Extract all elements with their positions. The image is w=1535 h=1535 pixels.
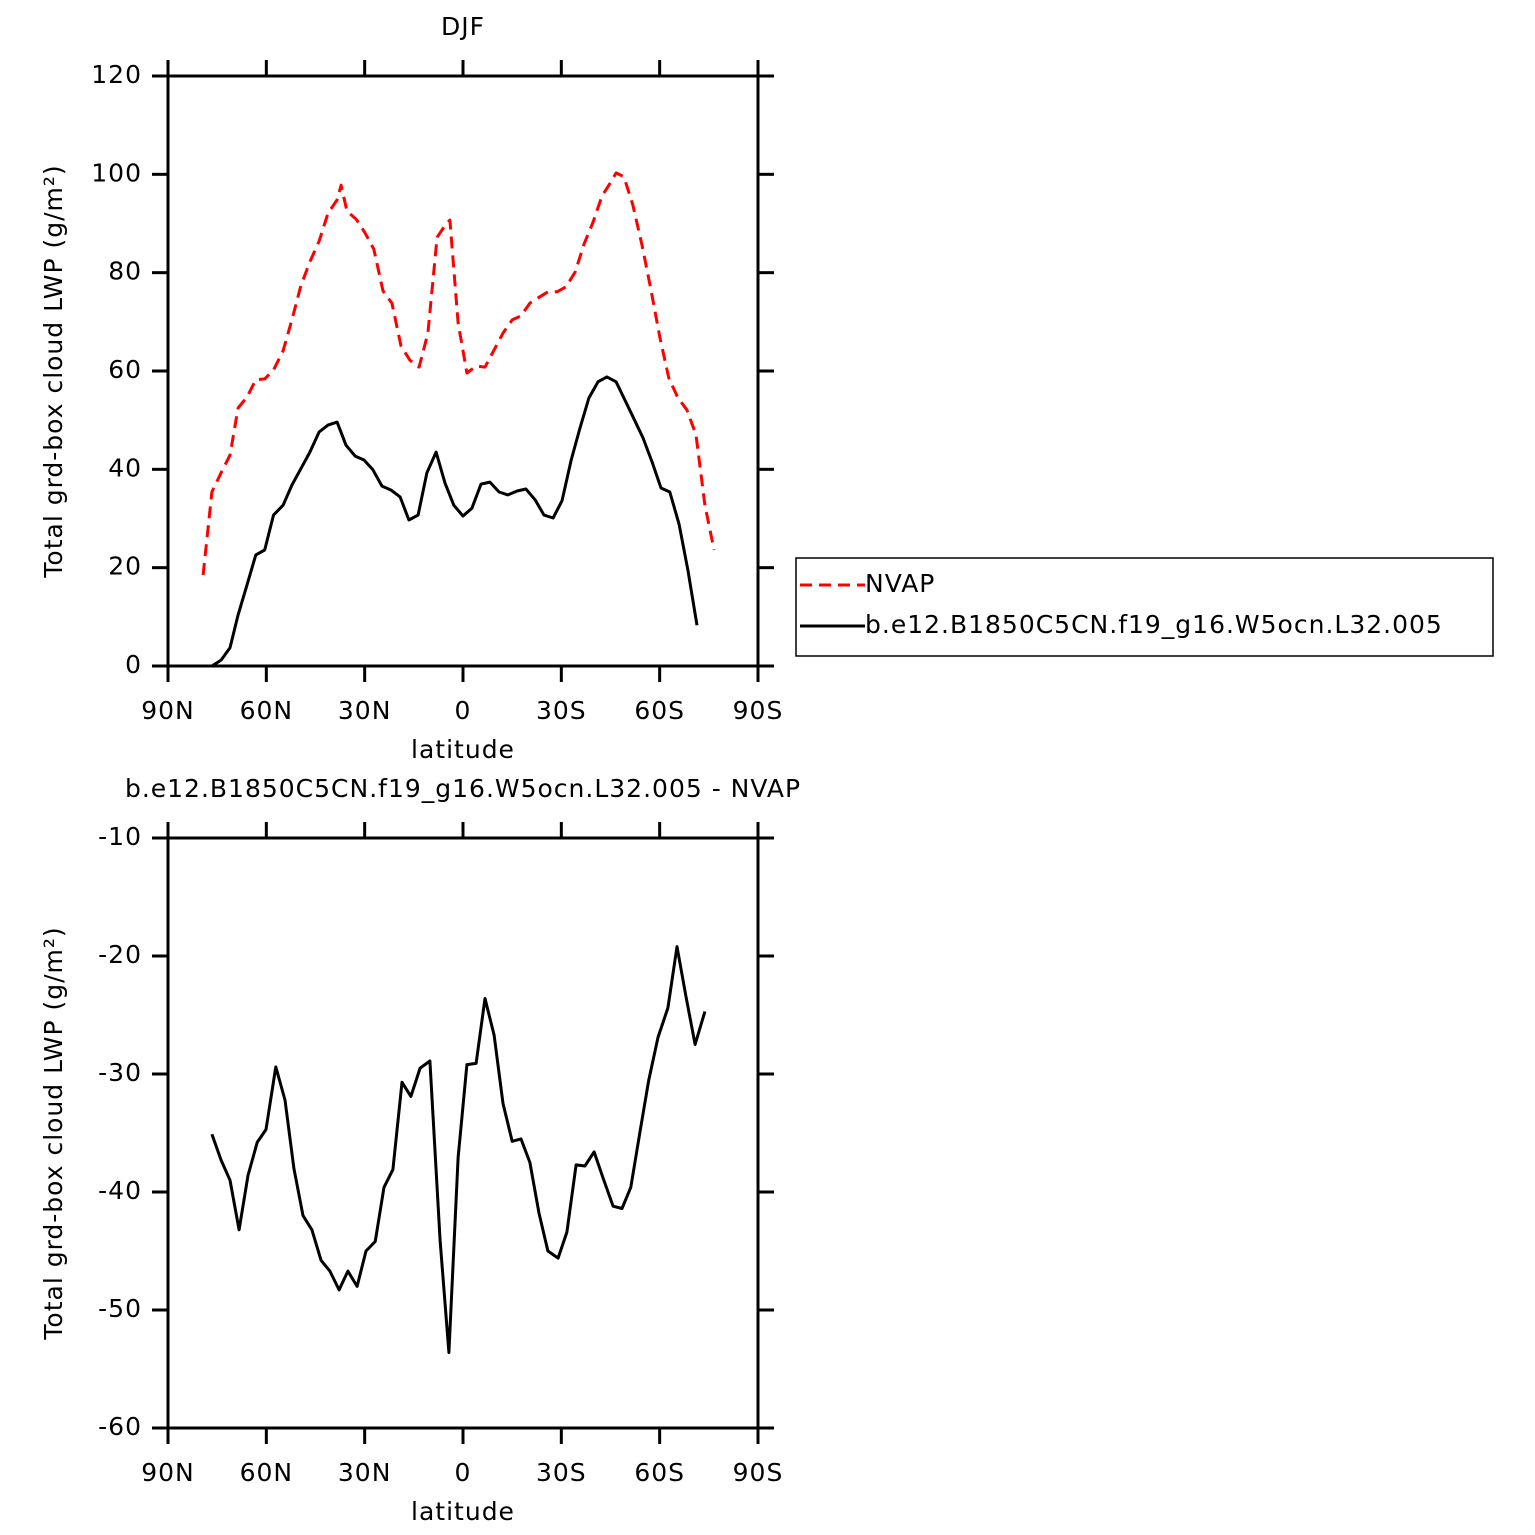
plot-frame bbox=[166, 836, 760, 1430]
data-line bbox=[210, 945, 707, 1354]
x-tick-label: 30S bbox=[536, 696, 587, 725]
y-axis-label: Total grd-box cloud LWP (g/m²) bbox=[39, 926, 68, 1340]
legend-label: b.e12.B1850C5CN.f19_g16.W5ocn.L32.005 bbox=[865, 610, 1443, 639]
y-tick-label: 80 bbox=[108, 257, 142, 286]
chart-title: b.e12.B1850C5CN.f19_g16.W5ocn.L32.005 - … bbox=[125, 774, 801, 803]
y-tick-label: 0 bbox=[125, 650, 142, 679]
x-tick-label: 60S bbox=[634, 696, 685, 725]
plot-frame bbox=[166, 74, 760, 668]
x-tick-label: 90S bbox=[733, 696, 784, 725]
x-tick-label: 30N bbox=[338, 1458, 392, 1487]
y-tick-label: -50 bbox=[98, 1294, 142, 1323]
legend-label: NVAP bbox=[865, 569, 935, 598]
y-tick-label: -20 bbox=[98, 940, 142, 969]
y-tick-label: -40 bbox=[98, 1176, 142, 1205]
x-tick-label: 60S bbox=[634, 1458, 685, 1487]
y-tick-label: -30 bbox=[98, 1058, 142, 1087]
x-tick-label: 90N bbox=[141, 1458, 195, 1487]
x-axis-label: latitude bbox=[411, 735, 515, 764]
x-tick-label: 0 bbox=[455, 696, 472, 725]
x-tick-label: 0 bbox=[455, 1458, 472, 1487]
x-tick-label: 90S bbox=[733, 1458, 784, 1487]
legend-box bbox=[795, 557, 1494, 657]
chart-title: DJF bbox=[441, 12, 485, 41]
data-line bbox=[201, 171, 716, 576]
y-tick-label: 40 bbox=[108, 453, 142, 482]
x-axis-label: latitude bbox=[411, 1497, 515, 1526]
x-tick-label: 60N bbox=[240, 1458, 294, 1487]
y-tick-label: -10 bbox=[98, 822, 142, 851]
y-tick-label: -60 bbox=[98, 1412, 142, 1441]
x-tick-label: 90N bbox=[141, 696, 195, 725]
y-tick-label: 120 bbox=[91, 60, 142, 89]
x-tick-label: 30N bbox=[338, 696, 392, 725]
y-tick-label: 20 bbox=[108, 552, 142, 581]
data-line bbox=[203, 375, 699, 668]
x-tick-label: 30S bbox=[536, 1458, 587, 1487]
y-tick-label: 100 bbox=[91, 158, 142, 187]
x-tick-label: 60N bbox=[240, 696, 294, 725]
y-axis-label: Total grd-box cloud LWP (g/m²) bbox=[39, 164, 68, 578]
y-tick-label: 60 bbox=[108, 355, 142, 384]
